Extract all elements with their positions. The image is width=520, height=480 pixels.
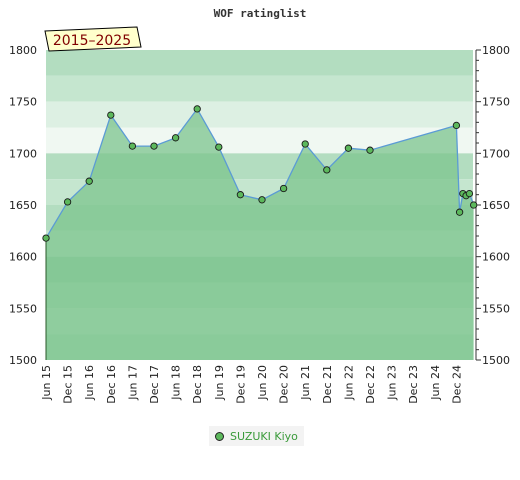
area-fill — [46, 108, 474, 361]
data-points — [42, 105, 478, 242]
band-0 — [46, 50, 473, 76]
data-point — [128, 142, 137, 150]
y-tick-label-left: 1800 — [9, 44, 37, 57]
x-tick-label: Jun 24 — [429, 365, 442, 401]
data-point — [42, 234, 50, 242]
period-badge: 2015–2025 — [44, 26, 142, 52]
x-tick-label: Dec 16 — [105, 365, 118, 404]
data-point — [366, 146, 374, 154]
data-point — [150, 142, 158, 150]
data-point — [215, 143, 223, 151]
data-point — [85, 177, 93, 185]
band-1 — [46, 75, 473, 102]
x-tick-label: Jun 16 — [83, 365, 96, 401]
data-point — [455, 208, 464, 216]
data-point — [323, 166, 331, 174]
data-point — [171, 134, 180, 142]
x-tick-label: Jun 21 — [299, 365, 312, 401]
data-point — [236, 191, 245, 199]
y-tick-label-right: 1750 — [482, 96, 510, 109]
data-point — [465, 189, 474, 198]
x-tick-label: Jun 23 — [386, 365, 399, 401]
data-point — [470, 201, 478, 209]
data-point — [63, 198, 72, 206]
y-axis-left: 1500 1550 1600 1650 1700 1750 1800 — [9, 44, 37, 367]
x-tick-label: Dec 20 — [278, 365, 291, 404]
data-point — [344, 144, 353, 152]
y-tick-label-right: 1800 — [482, 44, 510, 57]
y-axis-right: 1500 1550 1600 1650 1700 1750 1800 — [476, 44, 510, 367]
series-line — [45, 107, 475, 239]
x-tick-label: Dec 23 — [407, 365, 420, 404]
x-axis: Jun 15 Dec 15 Jun 16 Dec 16 Jun 17 Dec 17 Jun … — [40, 365, 463, 404]
data-point — [193, 105, 201, 113]
y-tick-label-right: 1500 — [482, 354, 510, 367]
y-tick-label-left: 1700 — [9, 147, 37, 160]
x-tick-label: Dec 21 — [321, 365, 334, 404]
chart-title: WOF ratinglist — [214, 7, 307, 20]
data-point — [279, 184, 288, 193]
x-tick-label: Dec 18 — [191, 365, 204, 404]
legend-label: SUZUKI Kiyo — [230, 429, 298, 443]
y-tick-label-left: 1500 — [9, 354, 37, 367]
data-point — [301, 140, 309, 148]
legend-marker — [215, 431, 224, 441]
y-tick-label-right: 1550 — [482, 302, 510, 315]
y-tick-label-left: 1750 — [9, 96, 37, 109]
x-tick-label: Dec 22 — [364, 365, 377, 404]
x-tick-label: Jun 19 — [213, 365, 226, 401]
x-tick-label: Jun 17 — [126, 365, 139, 401]
legend[interactable]: SUZUKI Kiyo — [209, 426, 304, 446]
rating-area — [45, 107, 475, 361]
y-tick-label-right: 1700 — [482, 147, 510, 160]
x-tick-label: Dec 17 — [148, 365, 161, 404]
y-tick-label-left: 1550 — [9, 302, 37, 315]
data-point — [258, 196, 266, 204]
period-badge-label: 2015–2025 — [53, 33, 131, 49]
y-tick-label-right: 1650 — [482, 199, 510, 212]
x-tick-label: Jun 15 — [40, 365, 53, 401]
x-tick-label: Dec 15 — [62, 365, 75, 404]
y-tick-label-right: 1600 — [482, 251, 510, 264]
x-tick-label: Dec 19 — [234, 365, 247, 404]
data-point — [107, 111, 115, 119]
y-tick-label-left: 1650 — [9, 199, 37, 212]
data-point — [452, 121, 461, 130]
x-tick-label: Jun 18 — [170, 365, 183, 401]
y-tick-label-left: 1600 — [9, 251, 37, 264]
x-tick-label: Jun 22 — [342, 365, 355, 401]
x-tick-label: Jun 20 — [256, 365, 269, 401]
x-tick-label: Dec 24 — [450, 365, 463, 404]
